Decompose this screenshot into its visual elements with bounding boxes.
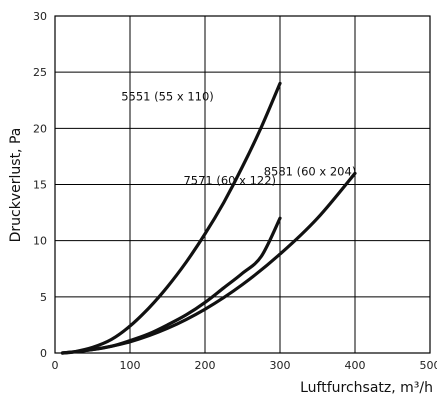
y-axis-title: Druckverlust, Pa xyxy=(8,128,24,243)
y-tick-label: 20 xyxy=(33,122,47,135)
series-labels: 5551 (55 x 110) 7571 (60 x 122)8581 (60 x… xyxy=(121,89,356,187)
series-label-2: 7571 (60 x 122) xyxy=(183,174,276,188)
y-tick-label: 25 xyxy=(33,66,47,79)
x-tick-label: 500 xyxy=(420,359,437,372)
y-tick-label: 0 xyxy=(40,347,47,360)
series-lines xyxy=(60,81,357,355)
y-tick-labels: 0 5 10 15 20 25 30 xyxy=(33,10,47,360)
series-line-3 xyxy=(60,171,357,355)
x-tick-label: 300 xyxy=(270,359,291,372)
y-tick-label: 10 xyxy=(33,235,47,248)
series-label-1: 5551 (55 x 110) xyxy=(121,89,214,103)
x-tick-label: 200 xyxy=(195,359,216,372)
x-tick-labels: 0 100 200 300 400 500 xyxy=(52,359,437,372)
y-tick-label: 30 xyxy=(33,10,47,23)
x-tick-label: 400 xyxy=(345,359,366,372)
x-tick-label: 100 xyxy=(120,359,141,372)
series-line-1 xyxy=(60,81,282,355)
series-label-3: 8581 (60 x 204) xyxy=(264,165,357,179)
y-tick-label: 5 xyxy=(40,291,47,304)
x-tick-label: 0 xyxy=(52,359,59,372)
plot-frame xyxy=(54,15,431,354)
x-axis-title: Luftfurchsatz, m³/h xyxy=(300,380,433,396)
series-line-2 xyxy=(60,216,282,355)
y-tick-label: 15 xyxy=(33,179,47,192)
